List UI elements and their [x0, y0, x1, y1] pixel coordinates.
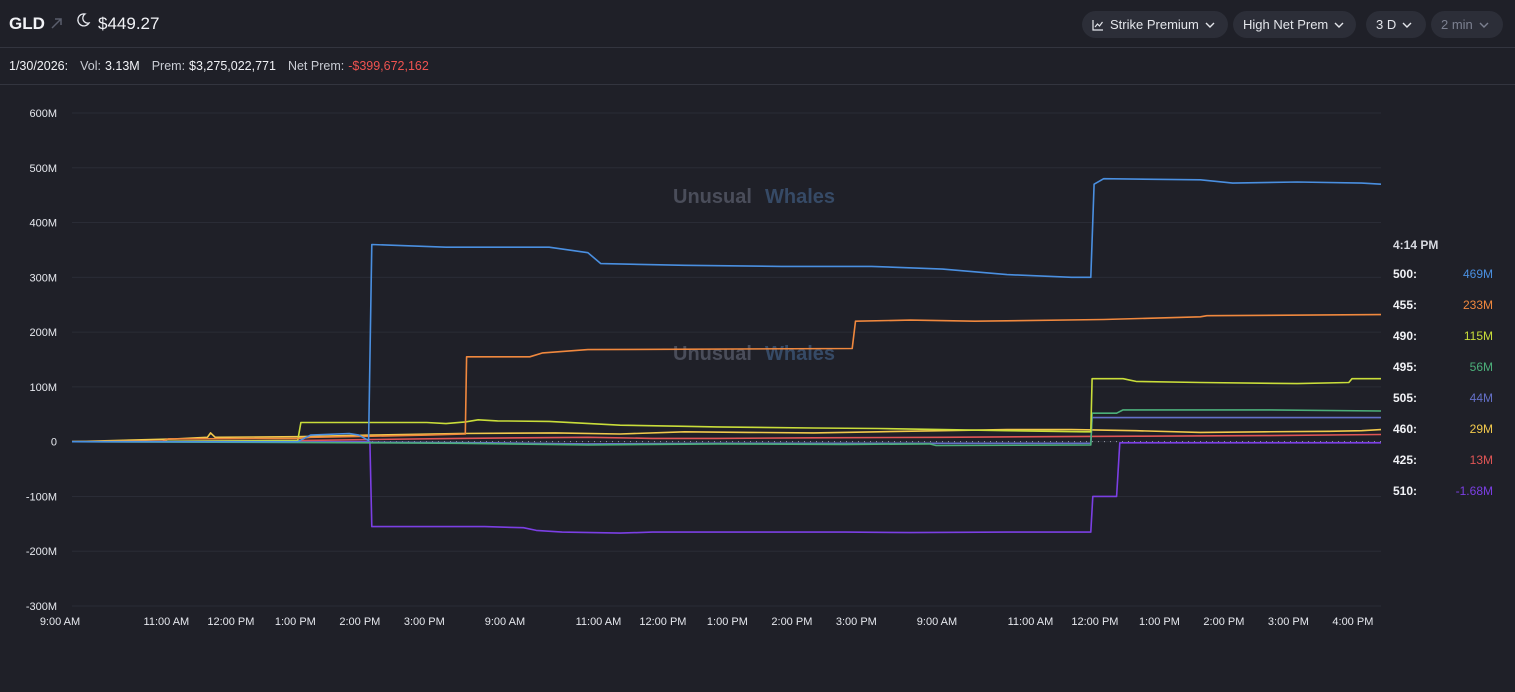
watermark-top: Unusual Whales [673, 186, 835, 208]
legend-strike: 455: [1393, 298, 1417, 312]
legend-strike: 500: [1393, 267, 1417, 281]
x-axis: 9:00 AM 11:00 AM 12:00 PM 1:00 PM 2:00 PM 3:0… [40, 616, 1374, 628]
x-tick-label: 12:00 PM [207, 616, 254, 628]
legend-value: 56M [1470, 360, 1493, 374]
legend-strike: 510: [1393, 484, 1417, 498]
legend-strike: 505: [1393, 391, 1417, 405]
x-tick-label: 3:00 PM [404, 616, 445, 628]
y-tick-label: 500M [29, 163, 57, 175]
legend-value: 469M [1463, 267, 1493, 281]
series-line-460 [71, 428, 1382, 443]
legend-value: 29M [1470, 422, 1493, 436]
chart-series [71, 177, 1382, 534]
y-axis: 600M 500M 400M 300M 200M 100M 0 -100M -200M -300M [26, 108, 57, 613]
series-line-500 [72, 177, 1382, 443]
moon-icon [77, 13, 91, 27]
volume-label: Vol: [80, 59, 101, 73]
x-tick-label: 11:00 AM [144, 616, 190, 628]
chart-type-dropdown[interactable]: Strike Premium [1082, 11, 1228, 38]
strike-premium-chart[interactable]: Unusual Whales Unusual Whales 600M 500M 400M 3… [0, 85, 1515, 692]
watermark-word: Whales [765, 343, 835, 365]
x-tick-label: 2:00 PM [771, 616, 812, 628]
y-tick-label: 600M [29, 108, 57, 120]
sort-mode-dropdown[interactable]: High Net Prem [1233, 11, 1356, 38]
watermark: Unusual Whales Unusual Whales [673, 186, 835, 365]
net-premium-value: -$399,672,162 [348, 59, 429, 73]
line-chart-icon [1092, 19, 1103, 31]
premium-value: $3,275,022,771 [189, 59, 276, 73]
premium-label: Prem: [151, 59, 186, 73]
chevron-down-icon [1205, 22, 1215, 28]
legend: 4:14 PM 500: 469M 455: 233M 490: 115M 495: 56M 50… [1393, 238, 1493, 498]
legend-value: 13M [1470, 453, 1493, 467]
y-tick-label: 0 [51, 437, 57, 449]
x-tick-label: 3:00 PM [836, 616, 877, 628]
range-label: 3 D [1376, 17, 1397, 32]
chart-type-label: Strike Premium [1110, 17, 1199, 32]
legend-strike: 425: [1393, 453, 1417, 467]
watermark-word: Unusual [673, 186, 752, 208]
x-tick-label: 12:00 PM [639, 616, 686, 628]
x-tick-label: 9:00 AM [917, 616, 957, 628]
ticker-symbol[interactable]: GLD [9, 14, 45, 33]
watermark-word: Whales [765, 186, 835, 208]
legend-value: 44M [1470, 391, 1493, 405]
interval-dropdown[interactable]: 2 min [1431, 11, 1503, 38]
watermark-word: Unusual [673, 343, 752, 365]
legend-strike: 460: [1393, 422, 1417, 436]
x-tick-label: 12:00 PM [1071, 616, 1118, 628]
chevron-down-icon [1402, 22, 1412, 28]
x-tick-label: 1:00 PM [1139, 616, 1180, 628]
current-price: $449.27 [98, 14, 160, 33]
watermark-middle: Unusual Whales [673, 343, 835, 365]
stats-date: 1/30/2026: [9, 59, 69, 73]
arrow-up-right-icon [51, 18, 62, 29]
series-line-455 [71, 313, 1382, 443]
x-tick-label: 11:00 AM [1008, 616, 1054, 628]
chevron-down-icon [1334, 22, 1344, 28]
volume-value: 3.13M [104, 59, 140, 73]
chevron-down-icon [1479, 22, 1489, 28]
x-tick-label: 3:00 PM [1268, 616, 1309, 628]
net-premium-label: Net Prem: [287, 59, 345, 73]
x-tick-label: 2:00 PM [339, 616, 380, 628]
y-tick-label: 400M [29, 218, 57, 230]
interval-label: 2 min [1441, 17, 1473, 32]
y-tick-label: 100M [29, 382, 57, 394]
y-tick-label: 200M [29, 327, 57, 339]
series-line-490 [71, 377, 1381, 443]
y-tick-label: -200M [26, 546, 57, 558]
legend-value: 115M [1464, 329, 1493, 343]
y-tick-label: -300M [26, 601, 57, 613]
y-tick-label: 300M [29, 272, 57, 284]
x-tick-label: 11:00 AM [576, 616, 622, 628]
x-tick-label: 9:00 AM [485, 616, 525, 628]
x-tick-label: 4:00 PM [1332, 616, 1373, 628]
y-tick-label: -100M [26, 491, 57, 503]
series-line-495 [71, 409, 1382, 447]
series-line-425 [71, 433, 1382, 443]
series-line-510 [72, 440, 1381, 534]
x-tick-label: 1:00 PM [275, 616, 316, 628]
top-bar: GLD $449.27 Strike Premium High Net Prem… [0, 0, 1515, 48]
x-tick-label: 2:00 PM [1203, 616, 1244, 628]
legend-strike: 495: [1393, 360, 1417, 374]
legend-time: 4:14 PM [1393, 238, 1438, 252]
legend-value: 233M [1463, 298, 1493, 312]
range-dropdown[interactable]: 3 D [1366, 11, 1426, 38]
sort-mode-label: High Net Prem [1243, 17, 1329, 32]
x-tick-label: 9:00 AM [40, 616, 80, 628]
legend-value: -1.68M [1456, 484, 1493, 498]
x-tick-label: 1:00 PM [707, 616, 748, 628]
legend-strike: 490: [1393, 329, 1417, 343]
stats-bar: 1/30/2026: Vol: 3.13M Prem: $3,275,022,7… [0, 48, 1515, 85]
